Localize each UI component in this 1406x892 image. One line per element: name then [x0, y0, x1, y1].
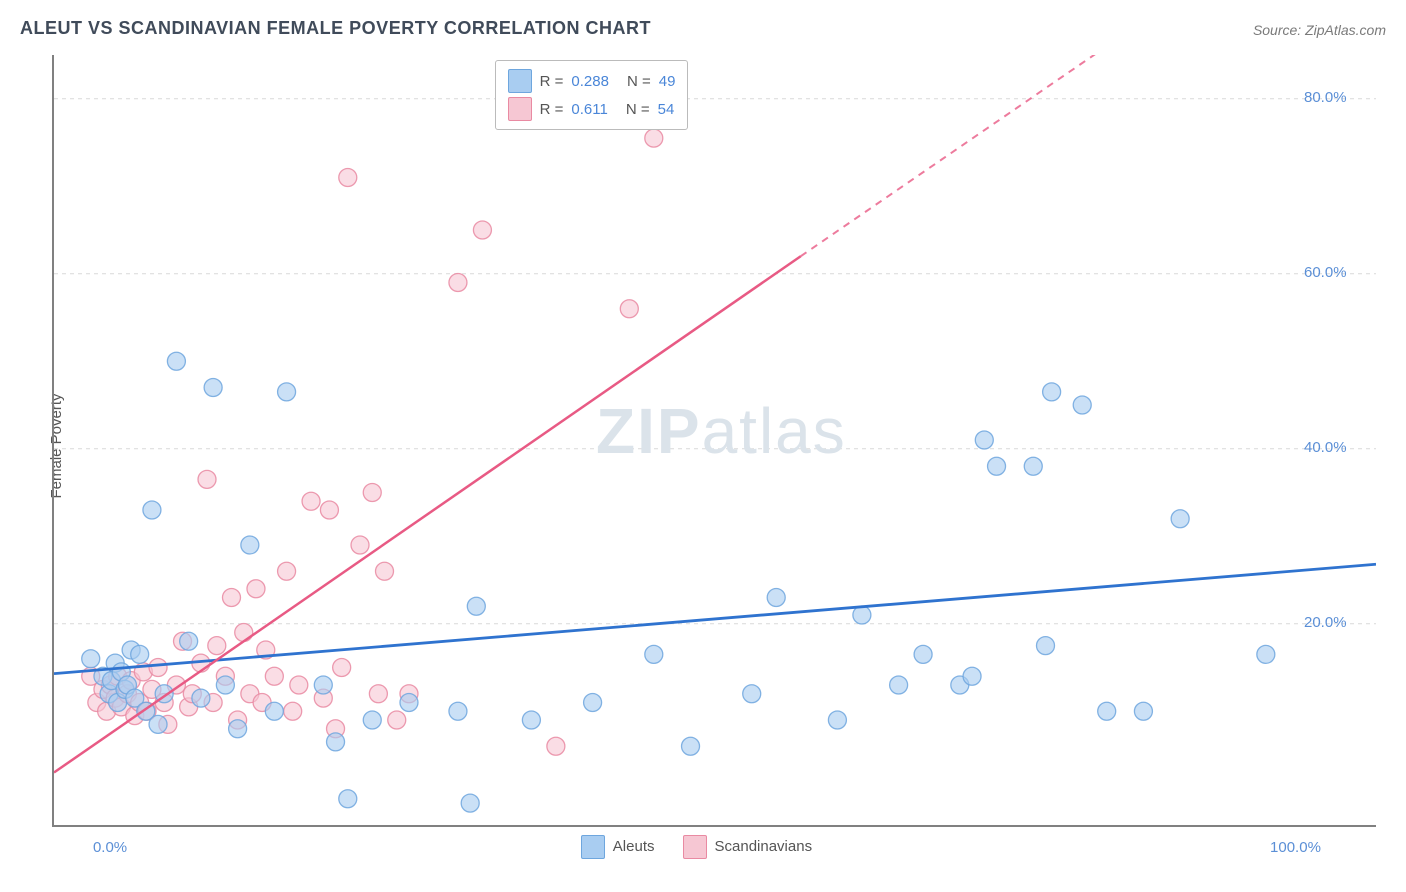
- y-tick: 40.0%: [1304, 439, 1347, 456]
- y-tick: 80.0%: [1304, 89, 1347, 106]
- stat-row: R = 0.288N = 49: [508, 67, 676, 95]
- correlation-stat-box: R = 0.288N = 49R = 0.611N = 54: [495, 60, 689, 130]
- source-label: Source: ZipAtlas.com: [1253, 22, 1386, 38]
- y-tick: 60.0%: [1304, 264, 1347, 281]
- stat-row: R = 0.611N = 54: [508, 95, 676, 123]
- legend-item: Scandinavians: [683, 835, 813, 859]
- y-tick: 20.0%: [1304, 614, 1347, 631]
- x-tick: 0.0%: [93, 839, 127, 856]
- legend-item: Aleuts: [581, 835, 655, 859]
- plot-svg: [54, 55, 1376, 825]
- legend: Aleuts Scandinavians: [581, 835, 812, 859]
- scatter-plot: ZIPatlas R = 0.288N = 49R = 0.611N = 54: [52, 55, 1376, 827]
- chart-title: ALEUT VS SCANDINAVIAN FEMALE POVERTY COR…: [20, 18, 651, 39]
- x-tick: 100.0%: [1270, 839, 1321, 856]
